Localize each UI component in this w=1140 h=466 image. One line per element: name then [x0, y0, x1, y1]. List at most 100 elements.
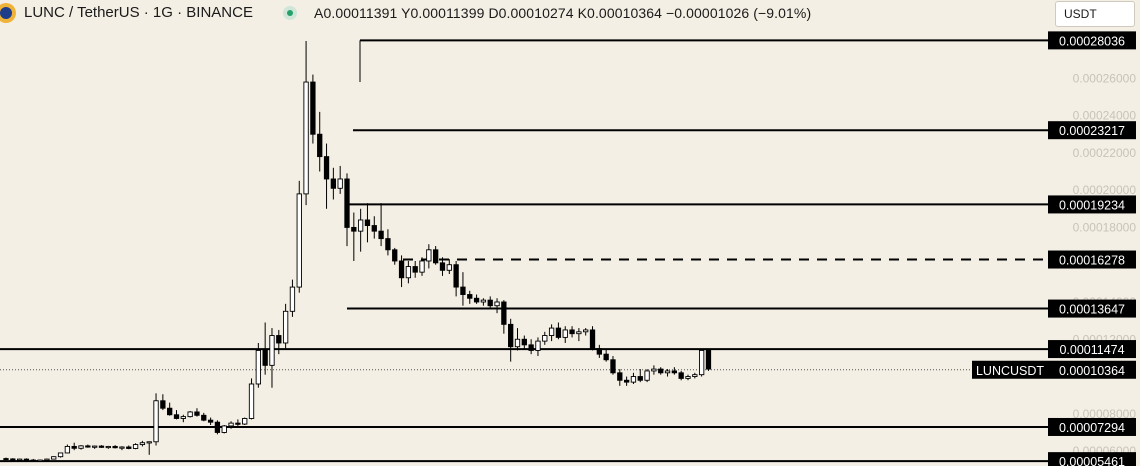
- level-label: 0.00016278: [1059, 254, 1125, 268]
- level-label: 0.00023217: [1059, 124, 1125, 138]
- candle-body: [282, 310, 289, 344]
- candle-body: [153, 400, 159, 443]
- candle-body: [576, 331, 582, 335]
- candle-body: [337, 178, 343, 189]
- candle-body: [398, 260, 405, 279]
- candle-body: [460, 286, 466, 295]
- candle-body: [269, 335, 275, 366]
- candle-body: [705, 349, 712, 370]
- candle-body: [439, 262, 446, 271]
- candle-body: [637, 376, 643, 381]
- candle-body: [207, 419, 214, 423]
- candle-body: [610, 359, 616, 374]
- candle-body: [426, 249, 432, 262]
- candle-body: [412, 266, 418, 273]
- level-label-bg: [1048, 121, 1136, 140]
- candle-body: [548, 327, 555, 336]
- candle-body: [228, 422, 234, 427]
- candle-body: [344, 178, 350, 228]
- candle-body: [30, 459, 36, 462]
- candle-body: [664, 370, 671, 374]
- candle-body: [528, 344, 534, 351]
- candle-body: [698, 349, 705, 376]
- candle-body: [521, 338, 527, 346]
- candle-body: [671, 370, 678, 374]
- candle-body: [514, 338, 521, 348]
- candle-body: [85, 445, 91, 448]
- candle-body: [139, 442, 146, 446]
- candle-body: [630, 376, 637, 383]
- candle-body: [194, 411, 200, 416]
- candle-body: [276, 335, 282, 344]
- candle-body: [255, 349, 261, 385]
- candle-body: [105, 445, 111, 449]
- candle-body: [323, 156, 330, 180]
- candle-body: [446, 264, 452, 271]
- candle-body: [44, 458, 50, 461]
- candle-body: [501, 301, 507, 325]
- candle-body: [433, 249, 439, 264]
- level-label-bg: [1048, 31, 1136, 50]
- candle-body: [235, 422, 241, 425]
- currency-select[interactable]: USDT: [1055, 1, 1135, 27]
- symbol-title[interactable]: LUNC / TetherUS · 1G · BINANCE: [24, 4, 253, 21]
- y-axis-tick-label: 0.00026000: [1073, 71, 1137, 85]
- level-label-bg: [1048, 340, 1136, 359]
- y-axis-tick-label: 0.00022000: [1073, 146, 1137, 160]
- candle-body: [71, 445, 77, 449]
- candle-body: [23, 458, 30, 461]
- level-label-bg: [1048, 452, 1136, 466]
- candle-body: [180, 416, 186, 419]
- level-label: 0.00019234: [1059, 198, 1125, 212]
- y-axis-tick-label: 0.00008000: [1073, 407, 1137, 421]
- candle-body: [167, 407, 173, 416]
- candle-body: [201, 414, 207, 421]
- candle-body: [480, 299, 487, 303]
- candle-body: [487, 299, 493, 307]
- candle-body: [385, 238, 391, 251]
- level-label: 0.00013647: [1059, 303, 1125, 317]
- candle-body: [98, 445, 105, 448]
- lunc-logo-icon: [0, 2, 18, 24]
- candle-body: [126, 446, 132, 449]
- candle-body: [317, 133, 323, 158]
- candle-body: [296, 193, 302, 288]
- candle-body: [473, 297, 480, 303]
- candle-body: [16, 458, 23, 461]
- candle-body: [405, 266, 412, 279]
- current-price-label: 0.00010364: [1059, 364, 1125, 378]
- candle-body: [303, 81, 309, 195]
- candle-body: [623, 379, 630, 383]
- symbol-tag-bg: [972, 360, 1048, 379]
- level-label: 0.00011474: [1059, 343, 1124, 357]
- level-label-bg: [1048, 299, 1136, 318]
- y-axis-tick-label: 0.00024000: [1073, 109, 1137, 123]
- candle-body: [132, 444, 139, 449]
- current-price-label-bg: [1048, 360, 1136, 379]
- candle-body: [596, 348, 602, 355]
- candle-body: [589, 329, 596, 350]
- market-status-icon: [283, 6, 297, 20]
- candle-body: [651, 368, 657, 372]
- candle-body: [160, 400, 166, 409]
- candle-body: [310, 81, 316, 135]
- candle-body: [603, 353, 609, 361]
- candle-body: [146, 441, 152, 444]
- candle-body: [419, 260, 425, 273]
- candle-body: [78, 445, 84, 449]
- candle-body: [562, 329, 568, 338]
- candle-body: [37, 459, 43, 462]
- candle-body: [583, 329, 589, 333]
- candle-body: [187, 411, 193, 418]
- candle-body: [330, 178, 337, 189]
- candle-body: [685, 376, 691, 379]
- candle-body: [57, 452, 64, 458]
- candle-body: [214, 421, 221, 433]
- candle-body: [644, 370, 650, 381]
- candle-body: [242, 418, 248, 425]
- y-axis-tick-label: 0.00018000: [1073, 220, 1137, 234]
- candle-body: [392, 249, 398, 262]
- chart-header: LUNC / TetherUS · 1G · BINANCE A0.000113…: [0, 0, 1140, 28]
- candle-body: [351, 226, 357, 232]
